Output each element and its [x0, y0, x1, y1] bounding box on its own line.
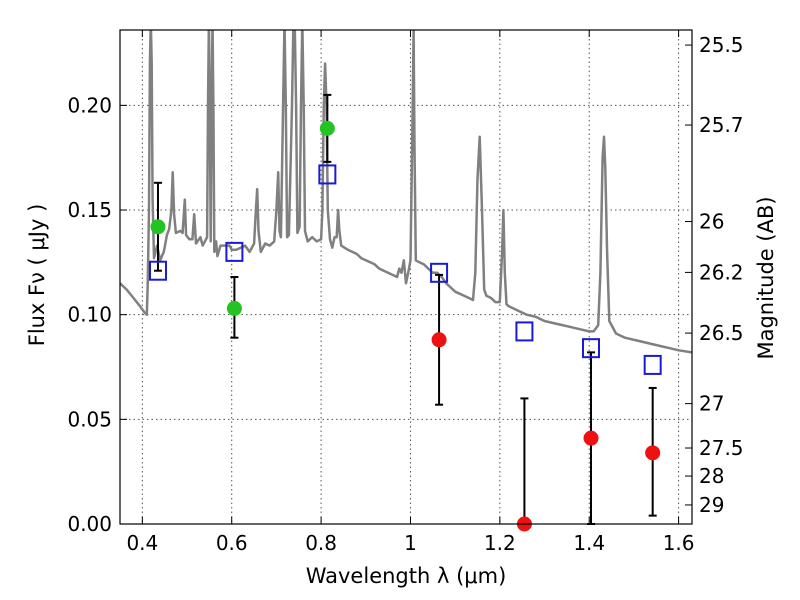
right-tick-label: 29	[699, 493, 724, 517]
right-tick-label: 25.7	[699, 113, 744, 137]
right-tick-label: 26.5	[699, 321, 744, 345]
right-tick-label: 28	[699, 464, 724, 488]
model-bandpass-box	[582, 338, 601, 359]
x-tick-label: 0.8	[305, 531, 337, 555]
photometry-point	[645, 445, 661, 461]
y-tick-label: 0.15	[67, 198, 112, 222]
model-bandpass-box	[318, 164, 337, 185]
x-tick-label: 1.4	[573, 531, 605, 555]
y-tick-label: 0.00	[67, 512, 112, 536]
right-tick-label: 26	[699, 210, 724, 234]
grid-layer	[120, 30, 692, 524]
box-marker-layer	[148, 164, 662, 375]
x-tick-label: 1	[404, 531, 417, 555]
right-tick-label: 27.5	[699, 436, 744, 460]
model-bandpass-box	[430, 262, 449, 283]
x-tick-label: 0.6	[216, 531, 248, 555]
right-tick-label: 26.2	[699, 260, 744, 284]
frame-layer	[119, 29, 693, 525]
y-tick-label: 0.10	[67, 303, 112, 327]
model-bandpass-box	[225, 241, 244, 262]
dot-marker-layer	[150, 120, 661, 532]
y-tick-label: 0.20	[67, 93, 112, 117]
tick-layer: 0.4 0.6 0.8 1 1.2 1.4 1.6 0.00 0.05 0.10 0.15 0.20 2…	[67, 30, 744, 555]
model-bandpass-box	[515, 321, 534, 342]
photometry-point	[583, 430, 599, 446]
photometry-point	[319, 120, 335, 136]
x-axis-label: Wavelength λ (μm)	[306, 564, 507, 588]
model-bandpass-box	[148, 260, 167, 281]
model-spectrum-line	[120, 30, 692, 354]
photometry-point	[150, 219, 166, 235]
y-tick-label: 0.05	[67, 407, 112, 431]
model-bandpass-box	[643, 354, 662, 375]
right-tick-label: 27	[699, 392, 724, 416]
photometry-point	[226, 300, 242, 316]
right-tick-label: 25.5	[699, 33, 744, 57]
model-layer	[120, 30, 692, 354]
x-tick-label: 1.6	[663, 531, 695, 555]
right-axis-label: Magnitude (AB)	[754, 196, 778, 359]
y-axis-label: Flux Fν ( μJy )	[25, 204, 49, 347]
photometry-point	[431, 332, 447, 348]
x-tick-label: 1.2	[484, 531, 516, 555]
x-tick-label: 0.4	[126, 531, 158, 555]
plot-frame	[119, 29, 693, 525]
